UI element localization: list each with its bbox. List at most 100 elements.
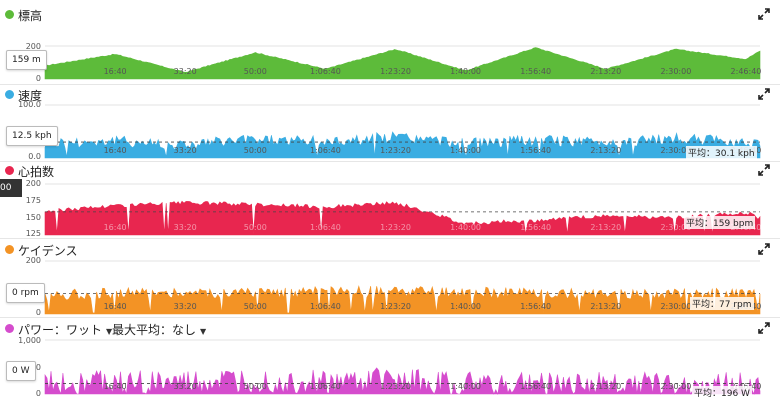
power-metric-selector[interactable]: パワー：ワット ▼ (18, 321, 112, 338)
cadence-ytick-top: 200 (25, 256, 41, 265)
expand-arrows-icon[interactable] (758, 88, 770, 100)
divider (0, 238, 780, 239)
power-ytick-1000: 1,000 (18, 336, 41, 345)
x-tick-label: 50:00 (243, 146, 267, 155)
心拍数-area-series (44, 200, 761, 236)
標高-area-series (44, 47, 761, 80)
power-ytick-0: 0 (35, 389, 41, 398)
x-tick-label: 1:06:40 (309, 67, 341, 76)
x-tick-label: 1:56:40 (520, 382, 552, 391)
elevation-title: 標高 (18, 9, 43, 23)
x-tick-label: 33:20 (173, 302, 197, 311)
x-tick-label: 16:40 (103, 223, 127, 232)
heart-rate-average-label: 平均：159 bpm (684, 216, 756, 229)
speed-header: 速度 (0, 86, 780, 103)
x-tick-label: 1:40:00 (450, 146, 481, 155)
速度-svg (44, 104, 761, 159)
x-tick-label: 1:23:20 (380, 382, 411, 391)
x-tick-label: 2:46:40 (730, 67, 762, 76)
速度-area-series (44, 131, 761, 159)
ケイデンス-svg (44, 260, 761, 315)
elevation-panel: 標高 200 0 16:40 33:20 50:00 1:06:40 1:23:20 1:… (0, 6, 780, 86)
speed-panel: 速度 100.0 0.0 16:40 33:20 50:00 1:06:40 1:23:… (0, 86, 780, 162)
caret-down-icon: ▼ (106, 327, 113, 336)
heart-rate-header: 心拍数 (0, 162, 780, 179)
x-tick-label: 1:06:40 (309, 223, 341, 232)
x-tick-label: 2:30:00 (660, 382, 692, 391)
x-tick-label: 2:30:00 (660, 302, 692, 311)
elevation-current-readout: 159 m (6, 50, 47, 70)
elevation-ytick-bottom: 0 (35, 74, 41, 83)
x-tick-label: 1:23:20 (380, 67, 411, 76)
x-tick-label: 1:06:40 (309, 302, 341, 311)
power-average-label: 平均：196 W (692, 386, 752, 399)
x-tick-label: 1:06:40 (309, 382, 341, 391)
power-header: パワー：ワット ▼ 最大平均：なし ▼ (0, 320, 780, 338)
x-tick-label: 1:56:40 (520, 67, 552, 76)
x-tick-label: 1:56:40 (520, 302, 552, 311)
elevation-header: 標高 (0, 6, 780, 23)
x-tick-label: 2:13:20 (590, 223, 622, 232)
expand-arrows-icon[interactable] (758, 8, 770, 20)
x-tick-label: 1:40:00 (450, 302, 481, 311)
cadence-average-label: 平均：77 rpm (690, 297, 754, 310)
x-tick-label: 1:23:20 (380, 223, 411, 232)
heart-rate-current-readout: 00 (0, 179, 22, 197)
x-tick-label: 16:40 (103, 67, 127, 76)
x-tick-label: 33:20 (173, 146, 197, 155)
x-tick-label: 16:40 (103, 146, 127, 155)
x-tick-label: 2:13:20 (590, 67, 622, 76)
divider (0, 84, 780, 85)
x-tick-label: 1:40:00 (450, 382, 481, 391)
パワー：ワット-area-series (44, 367, 761, 396)
speed-legend-dot (5, 90, 14, 99)
power-title: パワー：ワット (18, 323, 103, 337)
elevation-legend-dot (5, 10, 14, 19)
cadence-legend-dot (5, 245, 14, 254)
max-average-label: 最大平均：なし (112, 323, 197, 337)
x-tick-label: 2:30:00 (660, 223, 692, 232)
cadence-title: ケイデンス (18, 244, 78, 258)
expand-arrows-icon[interactable] (758, 164, 770, 176)
power-panel: パワー：ワット▼ 最大平均：なし▼ 1,000 500 0 16:4033:20… (0, 320, 780, 400)
x-tick-label: 1:06:40 (309, 146, 341, 155)
cadence-header: ケイデンス (0, 241, 780, 258)
elevation-ytick-top: 200 (25, 42, 41, 51)
expand-arrows-icon[interactable] (758, 243, 770, 255)
heart-rate-ytick-125: 125 (25, 229, 41, 238)
heart-rate-legend-dot (5, 166, 14, 175)
x-tick-label: 1:40:00 (450, 67, 481, 76)
x-tick-label: 16:40 (103, 382, 127, 391)
divider (0, 161, 780, 162)
cadence-current-readout: 0 rpm (6, 283, 45, 303)
elevation-chart[interactable]: 16:40 33:20 50:00 1:06:40 1:23:20 1:40:00 1:56… (44, 45, 762, 80)
x-tick-label: 16:40 (103, 302, 127, 311)
x-tick-label: 50:00 (243, 302, 267, 311)
ケイデンス-area-series (44, 285, 761, 315)
expand-arrows-icon[interactable] (758, 322, 770, 334)
heart-rate-ytick-200: 200 (25, 179, 41, 188)
x-tick-label: 33:20 (173, 382, 197, 391)
x-tick-label: 1:23:20 (380, 302, 411, 311)
x-tick-label: 2:30:00 (660, 67, 692, 76)
パワー：ワット-svg (44, 339, 761, 396)
speed-title: 速度 (18, 89, 43, 103)
heart-rate-chart[interactable]: 16:40 33:20 50:00 1:06:40 1:23:20 1:40:00 1:56… (44, 183, 761, 236)
x-tick-label: 33:20 (173, 67, 197, 76)
heart-rate-title: 心拍数 (18, 165, 55, 179)
x-tick-label: 2:13:20 (590, 382, 622, 391)
power-chart[interactable]: 16:40 33:20 50:00 1:06:40 1:23:20 1:40:00 1:56… (44, 339, 761, 396)
x-tick-label: 2:30:00 (660, 146, 692, 155)
x-tick-label: 2:13:20 (590, 302, 622, 311)
heart-rate-ytick-175: 175 (25, 196, 41, 205)
heart-rate-panel: 心拍数 200 175 150 125 16:40 33:20 50:00 1:06:… (0, 162, 780, 238)
x-tick-label: 1:23:20 (380, 146, 411, 155)
power-legend-dot (5, 324, 14, 333)
max-average-selector[interactable]: 最大平均：なし ▼ (112, 321, 206, 338)
speed-chart[interactable]: 16:40 33:20 50:00 1:06:40 1:23:20 1:40:00 1:56… (44, 104, 761, 159)
speed-ytick-bottom: 0.0 (28, 152, 41, 161)
x-tick-label: 50:00 (243, 223, 267, 232)
cadence-chart[interactable]: 16:40 33:20 50:00 1:06:40 1:23:20 1:40:00 1:56… (44, 260, 761, 315)
cadence-ytick-bottom: 0 (35, 308, 41, 317)
cadence-panel: ケイデンス 200 0 16:40 33:20 50:00 1:06:40 1:23:2… (0, 241, 780, 317)
